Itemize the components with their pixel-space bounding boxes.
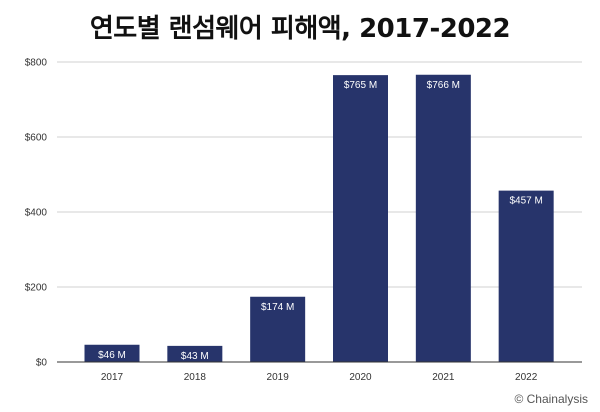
bar bbox=[250, 296, 306, 362]
x-tick-label: 2020 bbox=[349, 372, 372, 383]
bars bbox=[84, 74, 554, 362]
bar-value-label: $43 M bbox=[181, 351, 209, 362]
x-tick-label: 2017 bbox=[101, 372, 124, 383]
bar-value-labels: $46 M $43 M $174 M $765 M $766 M $457 M bbox=[98, 80, 543, 362]
bar bbox=[498, 190, 554, 362]
x-tick-label: 2019 bbox=[267, 372, 290, 383]
bar-value-label: $457 M bbox=[509, 196, 542, 207]
y-tick-label: $0 bbox=[36, 358, 48, 369]
y-axis-tick-labels: $0 $200 $400 $600 $800 bbox=[25, 58, 48, 369]
x-tick-label: 2022 bbox=[515, 372, 538, 383]
bar-value-label: $174 M bbox=[261, 302, 294, 313]
bar bbox=[84, 344, 140, 362]
bar bbox=[415, 74, 471, 362]
x-tick-label: 2021 bbox=[432, 372, 455, 383]
chart-title: 연도별 랜섬웨어 피해액, 2017-2022 bbox=[89, 14, 511, 44]
x-axis-tick-labels: 2017 2018 2019 2020 2021 2022 bbox=[101, 372, 538, 383]
bar-value-label: $765 M bbox=[344, 80, 377, 91]
y-tick-label: $400 bbox=[25, 208, 48, 219]
y-tick-label: $800 bbox=[25, 58, 48, 69]
bar bbox=[167, 345, 223, 362]
chainalysis-watermark: © Chainalysis bbox=[514, 392, 588, 406]
y-gridlines bbox=[57, 61, 582, 288]
y-tick-label: $200 bbox=[25, 283, 48, 294]
bar-value-label: $46 M bbox=[98, 350, 126, 361]
y-tick-label: $600 bbox=[25, 133, 48, 144]
bar bbox=[333, 75, 388, 362]
x-tick-label: 2018 bbox=[184, 372, 207, 383]
bar-value-label: $766 M bbox=[427, 80, 460, 91]
